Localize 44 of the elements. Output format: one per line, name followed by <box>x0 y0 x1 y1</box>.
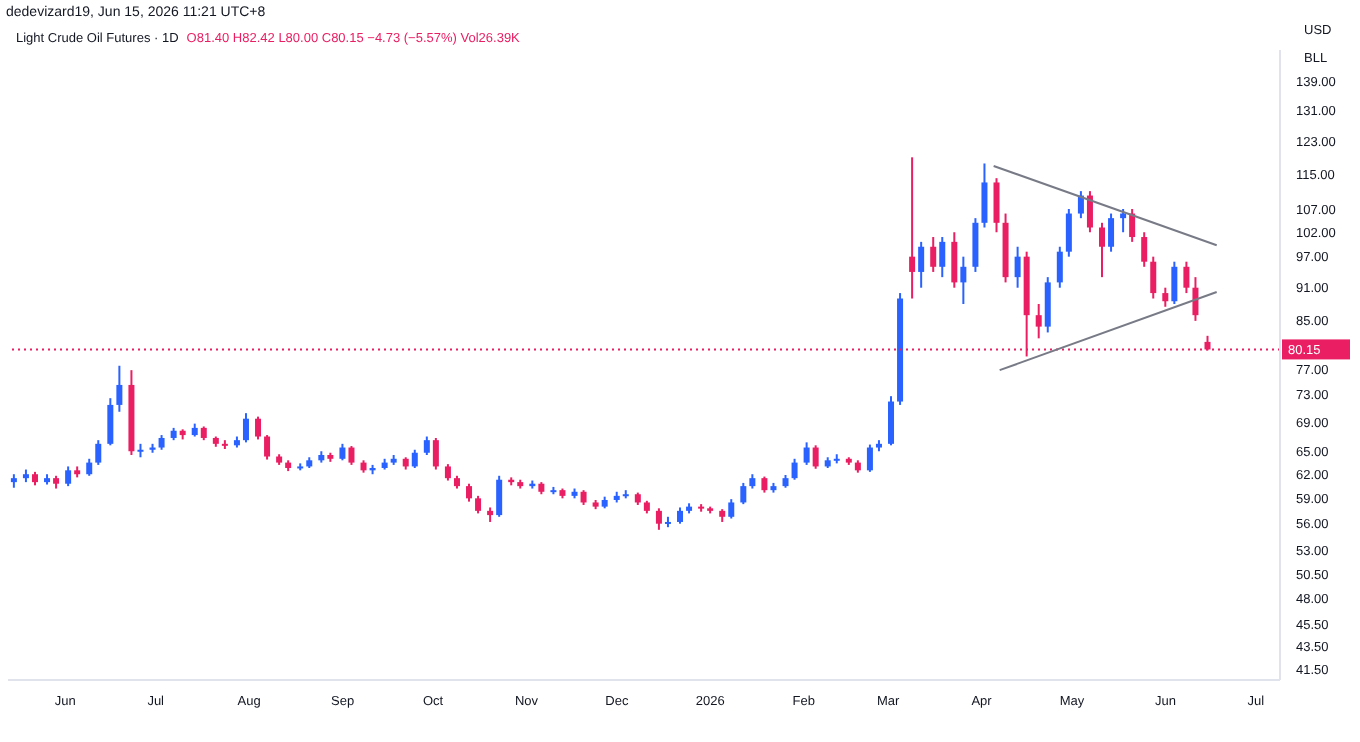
candlestick <box>255 415 262 441</box>
candlestick <box>812 444 819 470</box>
candlestick <box>107 397 114 447</box>
candlestick <box>930 236 937 273</box>
candlestick <box>1183 260 1190 295</box>
candlestick <box>655 507 662 531</box>
candlestick <box>909 156 916 300</box>
candlestick <box>496 474 503 518</box>
candlestick <box>1150 255 1157 300</box>
candlestick <box>972 217 979 273</box>
candlestick <box>1014 245 1021 289</box>
candlestick <box>116 364 123 413</box>
candlestick <box>951 231 958 289</box>
candlestick <box>1129 207 1136 243</box>
candlestick <box>803 441 810 466</box>
candlestick <box>728 498 735 520</box>
candlestick <box>1056 245 1063 289</box>
candlestick <box>1141 231 1148 268</box>
candlestick <box>993 177 1000 234</box>
candlestick <box>939 236 946 279</box>
candlestick <box>1065 207 1072 258</box>
candlestick <box>411 448 418 469</box>
candlestick <box>432 436 439 471</box>
candlestick <box>1192 276 1199 322</box>
candlestick <box>918 240 925 289</box>
candlestick <box>264 434 271 461</box>
candlestick <box>791 457 798 481</box>
candlestick <box>981 162 988 229</box>
candlestick <box>1108 212 1115 253</box>
candlestick <box>1162 286 1169 308</box>
candlestick <box>960 255 967 305</box>
candlestick <box>348 445 355 466</box>
candlestick <box>740 481 747 506</box>
candlestick <box>1035 303 1042 340</box>
candlestick <box>888 395 895 447</box>
candlestick <box>1086 190 1093 234</box>
candlestick <box>65 465 72 488</box>
candlestick <box>95 439 102 466</box>
candlestick <box>866 443 873 473</box>
candlestick <box>423 435 430 457</box>
candlestick <box>1171 260 1178 305</box>
candlestick <box>242 412 249 444</box>
candlestick <box>1099 221 1106 279</box>
candlestick <box>1044 276 1051 334</box>
